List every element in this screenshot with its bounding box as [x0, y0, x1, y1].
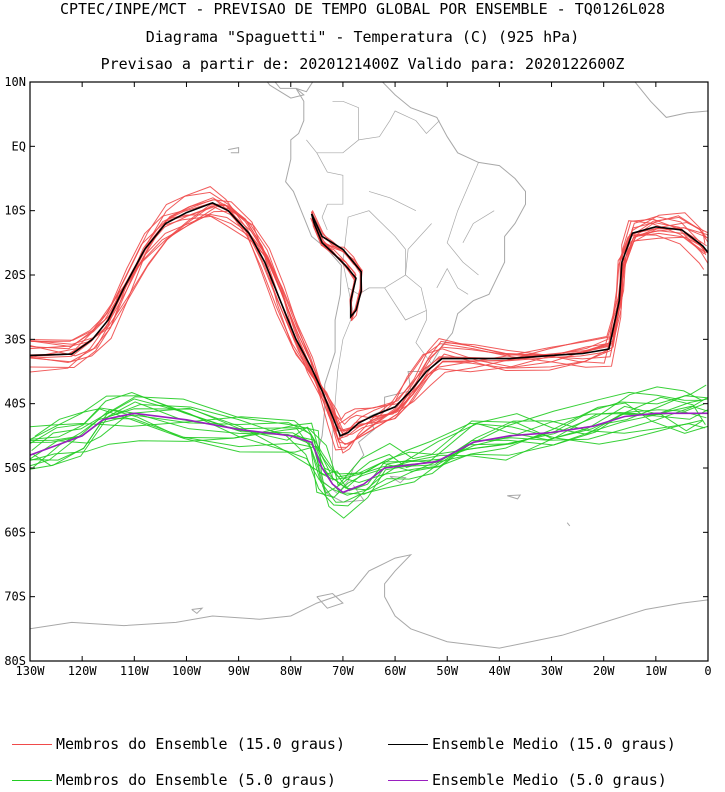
- legend-swatch: [388, 780, 428, 781]
- x-tick-label: 40W: [489, 664, 511, 678]
- ensemble-member-15-line: [30, 186, 707, 426]
- y-tick-label: 70S: [4, 590, 26, 604]
- ensemble-member-5-line: [30, 403, 705, 491]
- legend-label: Membros do Ensemble (15.0 graus): [56, 735, 345, 753]
- legend-label: Ensemble Medio (15.0 graus): [432, 735, 676, 753]
- x-tick-label: 60W: [384, 664, 406, 678]
- ensemble-member-15-line: [30, 198, 705, 436]
- x-tick-label: 20W: [593, 664, 615, 678]
- coastline: [507, 494, 522, 500]
- coastline: [566, 522, 571, 527]
- y-tick-label: 50S: [4, 461, 26, 475]
- ensemble-member-5-line: [30, 386, 703, 507]
- coastline: [191, 607, 204, 615]
- y-tick-label: 80S: [4, 654, 26, 668]
- ensemble-member-15-line: [30, 199, 706, 446]
- ensemble-member-15-line: [30, 215, 706, 421]
- y-tick-label: 10S: [4, 204, 26, 218]
- ensemble-member-15-line: [34, 205, 708, 431]
- legend-swatch: [12, 780, 52, 781]
- y-tick-label: EQ: [12, 139, 26, 153]
- figure-title-line-2: Diagrama "Spaguetti" - Temperatura (C) (…: [145, 28, 580, 46]
- ensemble-member-5-line: [33, 402, 708, 484]
- country-border: [384, 274, 427, 321]
- y-tick-label: 10N: [4, 75, 26, 89]
- country-border: [306, 100, 359, 154]
- figure-title-line-1: CPTEC/INPE/MCT - PREVISAO DE TEMPO GLOBA…: [59, 0, 666, 18]
- country-border: [446, 162, 479, 276]
- country-border: [358, 110, 440, 141]
- country-border: [316, 152, 344, 231]
- ensemble-member-5-line: [34, 396, 708, 478]
- coastline: [228, 146, 240, 154]
- country-border: [342, 210, 406, 295]
- legend-label: Ensemble Medio (5.0 graus): [432, 771, 667, 789]
- ensemble-member-5-line: [30, 391, 704, 496]
- ensemble-member-5-line: [30, 398, 706, 519]
- x-tick-label: 30W: [541, 664, 563, 678]
- legend-item-members-15: Membros do Ensemble (15.0 graus): [12, 735, 345, 753]
- legend-item-mean-15: Ensemble Medio (15.0 graus): [388, 735, 676, 753]
- coastline: [316, 592, 344, 609]
- coastline: [634, 82, 708, 118]
- legend-label: Membros do Ensemble (5.0 graus): [56, 771, 336, 789]
- legend-swatch: [12, 744, 52, 745]
- ensemble-member-15-line: [30, 204, 708, 432]
- x-tick-label: 110W: [120, 664, 150, 678]
- y-tick-label: 60S: [4, 525, 26, 539]
- ensemble-mean-15-andes-line: [310, 213, 362, 320]
- legend-item-mean-5: Ensemble Medio (5.0 graus): [388, 771, 667, 789]
- country-border: [462, 210, 495, 243]
- x-tick-label: 50W: [436, 664, 458, 678]
- legend-swatch: [388, 744, 428, 745]
- x-tick-label: 0: [704, 664, 711, 678]
- x-tick-label: 100W: [172, 664, 202, 678]
- x-tick-label: 70W: [332, 664, 354, 678]
- y-tick-label: 20S: [4, 268, 26, 282]
- y-tick-label: 40S: [4, 397, 26, 411]
- ensemble-member-15-line: [30, 197, 706, 433]
- x-tick-label: 80W: [280, 664, 302, 678]
- ensemble-member-5-line: [30, 398, 708, 481]
- coastline: [389, 475, 407, 484]
- x-tick-label: 90W: [228, 664, 250, 678]
- ensemble-member-15-line: [30, 203, 705, 442]
- plot-frame: [29, 81, 709, 662]
- ensemble-member-5-line: [30, 419, 703, 492]
- ensemble-mean-15-line: [30, 202, 708, 437]
- country-border: [415, 310, 432, 365]
- coastline: [266, 82, 305, 99]
- x-tick-label: 120W: [68, 664, 98, 678]
- ensemble-member-5-line: [30, 384, 707, 503]
- legend-item-members-5: Membros do Ensemble (5.0 graus): [12, 771, 336, 789]
- country-border: [332, 287, 354, 481]
- ensemble-member-15-line: [30, 206, 708, 440]
- ensemble-mean-5-line: [30, 412, 708, 494]
- figure-title-line-3: Previsao a partir de: 2020121400Z Valido…: [100, 55, 625, 73]
- x-tick-label: 130W: [16, 664, 46, 678]
- y-tick-label: 30S: [4, 332, 26, 346]
- country-border: [436, 267, 469, 295]
- coastline: [30, 553, 708, 649]
- country-border: [405, 223, 432, 276]
- coastline: [285, 82, 526, 495]
- x-tick-label: 10W: [645, 664, 667, 678]
- country-border: [368, 191, 417, 212]
